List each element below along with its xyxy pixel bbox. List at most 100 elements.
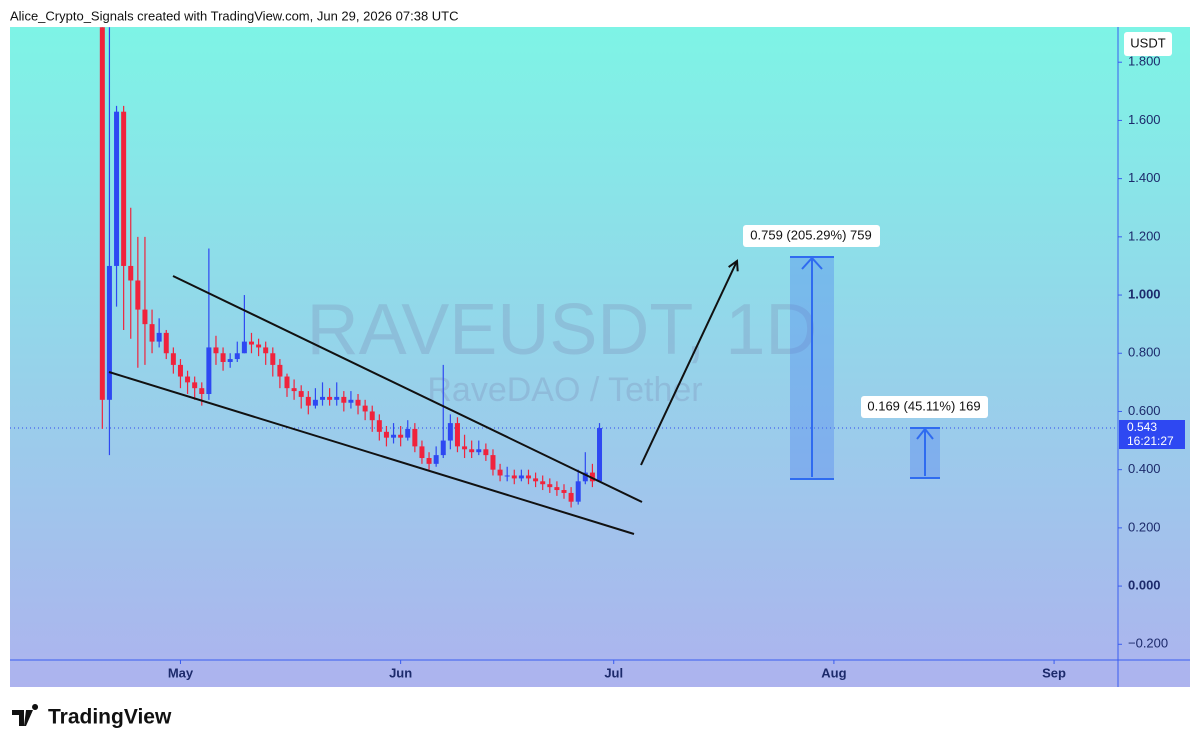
candle-body: [291, 388, 297, 392]
candle-body: [121, 111, 127, 266]
candle-body: [213, 347, 219, 354]
candle-body: [142, 309, 148, 325]
y-tick-label: 1.400: [1128, 170, 1161, 185]
y-tick-label: 0.200: [1128, 519, 1161, 534]
candle-body: [440, 440, 446, 456]
brand-logo: [12, 704, 39, 726]
candle-body: [149, 324, 155, 342]
candle-body: [227, 359, 233, 362]
candle-body: [412, 428, 418, 447]
annotation-label: 0.169 (45.11%) 169: [867, 398, 980, 413]
candle-body: [597, 428, 603, 482]
breakout-arrow: [640, 261, 737, 466]
candle-body: [426, 458, 432, 464]
candle-body: [348, 399, 354, 403]
watermark-name: RaveDAO / Tether: [427, 371, 702, 409]
y-tick-label: 0.800: [1128, 345, 1161, 360]
y-tick-label: 0.400: [1128, 461, 1161, 476]
candle-body: [483, 449, 489, 456]
candle-body: [405, 428, 411, 438]
x-tick-label: Sep: [1042, 665, 1066, 680]
candle-body: [327, 396, 333, 400]
x-tick-label: May: [168, 665, 194, 680]
target-arrow-head: [916, 427, 934, 440]
candle-body: [170, 353, 176, 365]
candle-body: [511, 475, 517, 479]
candle-body: [568, 492, 574, 502]
annotation-box: [743, 225, 880, 247]
y-tick-label: 1.600: [1128, 112, 1161, 127]
trend-line-lower: [108, 371, 635, 535]
y-tick-label: −0.200: [1128, 636, 1168, 651]
candle-body: [355, 399, 361, 406]
target-arrow-head: [801, 256, 823, 270]
candle-body: [362, 405, 368, 412]
candle-body: [106, 265, 112, 400]
candle-body: [341, 396, 347, 403]
y-tick-label: 1.000: [1128, 286, 1161, 301]
y-tick-label: 1.200: [1128, 228, 1161, 243]
y-tick-label: 0.600: [1128, 403, 1161, 418]
candle-body: [575, 481, 581, 502]
candle-body: [234, 353, 240, 360]
candle-body: [369, 411, 375, 421]
candle-body: [476, 449, 482, 453]
candle-body: [192, 382, 198, 389]
candle-body: [383, 431, 389, 438]
y-tick-label: 0.000: [1128, 578, 1161, 593]
candle-body: [540, 481, 546, 485]
candle-body: [433, 455, 439, 464]
candle-body: [454, 423, 460, 447]
candle-body: [277, 364, 283, 377]
x-tick-label: Jun: [389, 665, 412, 680]
candle-body: [497, 469, 503, 476]
candle-body: [582, 472, 588, 482]
candle-body: [398, 434, 404, 438]
candle-body: [334, 396, 340, 400]
currency-button[interactable]: [1124, 32, 1172, 56]
annotation-label: 0.759 (205.29%) 759: [750, 227, 871, 242]
candle-body: [490, 455, 496, 470]
candle-body: [504, 475, 510, 477]
candle-body: [298, 391, 304, 397]
candle-body: [391, 434, 397, 438]
candle-body: [199, 388, 205, 394]
candle-body: [114, 111, 120, 266]
currency-label: USDT: [1130, 35, 1165, 50]
candle-body: [447, 423, 453, 441]
candle-body: [312, 399, 318, 406]
candle-body: [185, 376, 191, 383]
brand-name: TradingView: [48, 706, 172, 729]
attribution: Alice_Crypto_Signals created with Tradin…: [10, 8, 459, 23]
candle-body: [533, 478, 539, 482]
watermark-symbol: RAVEUSDT, 1D: [307, 290, 818, 370]
price-tag-value: 0.543: [1127, 420, 1157, 434]
candle-body: [241, 341, 247, 354]
x-tick-label: Aug: [821, 665, 846, 680]
candle-body: [128, 265, 134, 281]
candle-body: [156, 332, 162, 342]
price-tag-countdown: 16:21:27: [1127, 434, 1174, 448]
candle-body: [469, 449, 475, 453]
candle-body: [177, 364, 183, 377]
candle-body: [206, 347, 212, 394]
candle-body: [419, 446, 425, 459]
candle-body: [305, 396, 311, 406]
candle-body: [263, 347, 269, 354]
candle-body: [376, 420, 382, 432]
trend-line-upper: [172, 275, 643, 503]
candle-body: [163, 332, 169, 354]
candle-body: [248, 341, 254, 345]
candle-body: [256, 344, 262, 348]
price-tag: 0.543 16:21:27: [1119, 420, 1185, 449]
x-tick-label: Jul: [604, 665, 623, 680]
candle-body: [99, 27, 105, 400]
candle-body: [525, 475, 531, 479]
candle-body: [284, 376, 290, 389]
y-tick-label: 1.800: [1128, 54, 1161, 69]
candle-body: [547, 484, 553, 488]
candle-body: [589, 472, 595, 482]
annotation-box: [861, 396, 988, 418]
